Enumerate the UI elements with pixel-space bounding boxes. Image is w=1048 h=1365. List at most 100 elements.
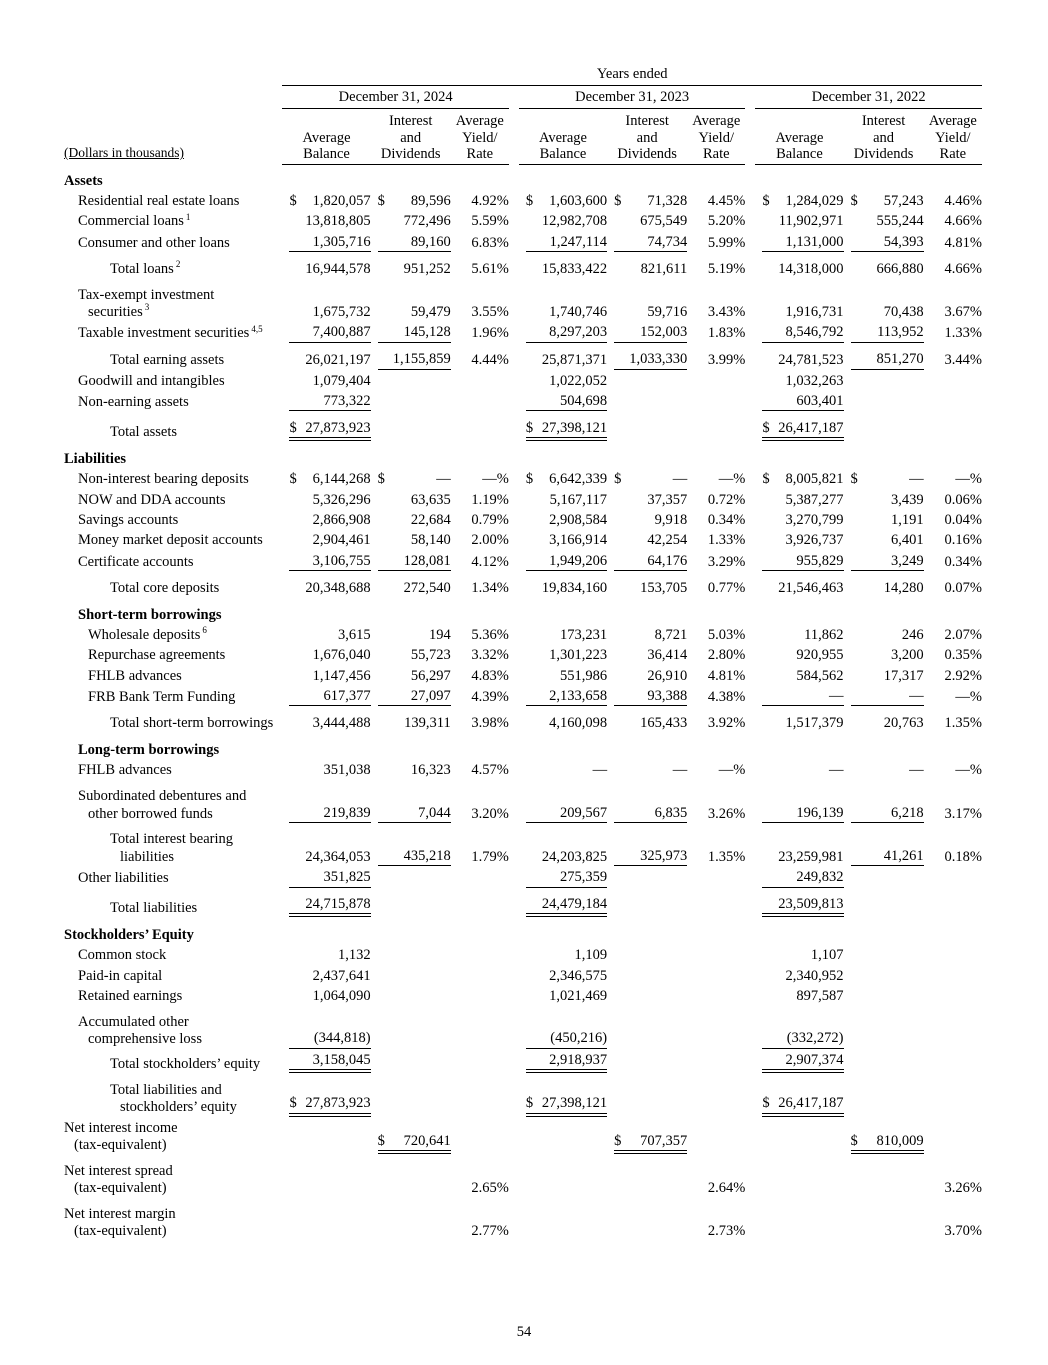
amount-cell: [755, 164, 843, 191]
column-spacer: [745, 824, 755, 867]
currency-symbol: $: [762, 192, 770, 209]
group-header-2023: December 31, 2023: [518, 85, 746, 110]
amount-cell: [371, 392, 451, 413]
col-interest-dividends: Interest and Dividends: [843, 108, 924, 165]
currency-symbol: $: [525, 419, 534, 436]
table-row: Consumer and other loans 1,305,716 89,160 6…: [64, 232, 982, 253]
amount-value: 951,252: [403, 260, 451, 277]
amount-cell: [519, 734, 607, 761]
amount-cell: 1,147,456: [282, 666, 371, 686]
amount-value: 3.92%: [707, 714, 746, 731]
footnote-ref: 2: [175, 258, 181, 269]
amount-cell: [282, 734, 370, 761]
amount-value: 5.20%: [707, 213, 746, 230]
amount-cell: 3,439: [844, 490, 924, 510]
amount-cell: [451, 889, 509, 919]
amount-cell: 1,021,469: [519, 987, 607, 1007]
column-spacer: [745, 781, 755, 824]
column-spacer: [745, 85, 755, 108]
column-spacer: [509, 109, 519, 165]
amount-value: 27,097: [377, 688, 451, 707]
amount-cell: [451, 599, 509, 626]
amount-value: 3,200: [891, 647, 924, 664]
amount-value: 1,033,330: [614, 351, 688, 370]
amount-cell: [924, 371, 982, 391]
amount-cell: 5.99%: [687, 232, 745, 253]
amount-cell: $6,144,268: [282, 470, 370, 490]
row-label-text: Taxable investment securities: [78, 325, 250, 342]
col-average-yield-rate: Average Yield/ Rate: [687, 108, 746, 165]
amount-cell: [451, 1050, 509, 1074]
amount-cell: 773,322: [282, 392, 371, 413]
amount-cell: [519, 599, 607, 626]
col-average-balance: Average Balance: [518, 108, 608, 165]
amount-value: 7,044: [377, 805, 451, 823]
amount-value: 249,832: [762, 869, 844, 888]
amount-value: 3.99%: [707, 352, 746, 369]
amount-cell: $1,820,057: [282, 191, 370, 211]
amount-cell: 26,021,197: [282, 344, 370, 371]
amount-value: 14,318,000: [778, 260, 844, 277]
amount-value: 8,721: [654, 626, 688, 643]
amount-value: 1,191: [891, 511, 924, 528]
row-label: Goodwill and intangibles: [64, 371, 282, 391]
column-spacer: [509, 254, 519, 280]
amount-cell: 2.64%: [687, 1156, 745, 1199]
amount-cell: 3.26%: [687, 781, 745, 824]
row-label-text: Total loans: [110, 260, 174, 277]
column-spacer: [509, 919, 519, 946]
amount-value: 26,021,197: [305, 352, 371, 369]
amount-value: [851, 1224, 924, 1241]
amount-cell: 7,044: [371, 781, 451, 824]
amount-value: 3.67%: [944, 303, 982, 320]
amount-cell: (332,272): [755, 1007, 844, 1050]
amount-cell: $ —: [607, 470, 687, 490]
amount-value: 4,160,098: [549, 714, 608, 731]
amount-value: —%: [718, 762, 746, 779]
amount-value: 4.38%: [707, 689, 746, 706]
amount-number: 57,243: [883, 192, 924, 209]
amount-value: 4.45%: [707, 192, 746, 209]
amount-value: $1,820,057: [289, 193, 370, 210]
amount-cell: [371, 1199, 451, 1242]
amount-value: 2.77%: [471, 1223, 509, 1240]
column-spacer: [745, 646, 755, 666]
column-spacer: [509, 413, 519, 443]
amount-cell: $1,603,600: [519, 191, 607, 211]
column-spacer: [509, 666, 519, 686]
amount-cell: 2,437,641: [282, 966, 371, 986]
row-label: Total liabilities: [64, 889, 282, 919]
amount-cell: 2.07%: [924, 625, 982, 645]
amount-cell: 4.92%: [451, 191, 508, 211]
amount-value: 26,910: [647, 667, 688, 684]
amount-value: 351,825: [289, 869, 371, 888]
footnote-ref: 4,5: [251, 323, 263, 334]
amount-cell: [687, 599, 745, 626]
amount-value: 1.35%: [707, 848, 746, 865]
row-label: Long-term borrowings: [64, 734, 282, 761]
amount-cell: [371, 371, 451, 391]
amount-value: 145,128: [377, 324, 451, 343]
amount-value: 3.17%: [944, 805, 982, 822]
amount-cell: 1,676,040: [282, 646, 371, 666]
table-row: Savings accounts 2,866,908 22,684 0.79% 2,90…: [64, 510, 982, 530]
amount-cell: [371, 599, 451, 626]
table-row: Wholesale deposits 6 3,615 194 5.36% 173,231 8…: [64, 625, 982, 645]
amount-cell: 246: [844, 625, 924, 645]
amount-cell: 20,348,688: [282, 573, 370, 599]
amount-value: 1,301,223: [549, 647, 608, 664]
amount-value: [289, 927, 370, 944]
amount-cell: 249,832: [755, 868, 844, 889]
amount-value: 64,176: [614, 553, 688, 572]
column-spacer: [745, 470, 755, 490]
amount-value: 0.77%: [707, 579, 746, 596]
amount-cell: 1,191: [844, 510, 924, 530]
table-row: FRB Bank Term Funding 617,377 27,097 4.39% 2…: [64, 687, 982, 708]
amount-value: [378, 948, 451, 965]
amount-cell: [451, 868, 509, 889]
amount-cell: [607, 966, 687, 986]
amount-cell: 275,359: [519, 868, 608, 889]
amount-value: (344,818): [289, 1030, 371, 1049]
column-spacer: [745, 734, 755, 761]
